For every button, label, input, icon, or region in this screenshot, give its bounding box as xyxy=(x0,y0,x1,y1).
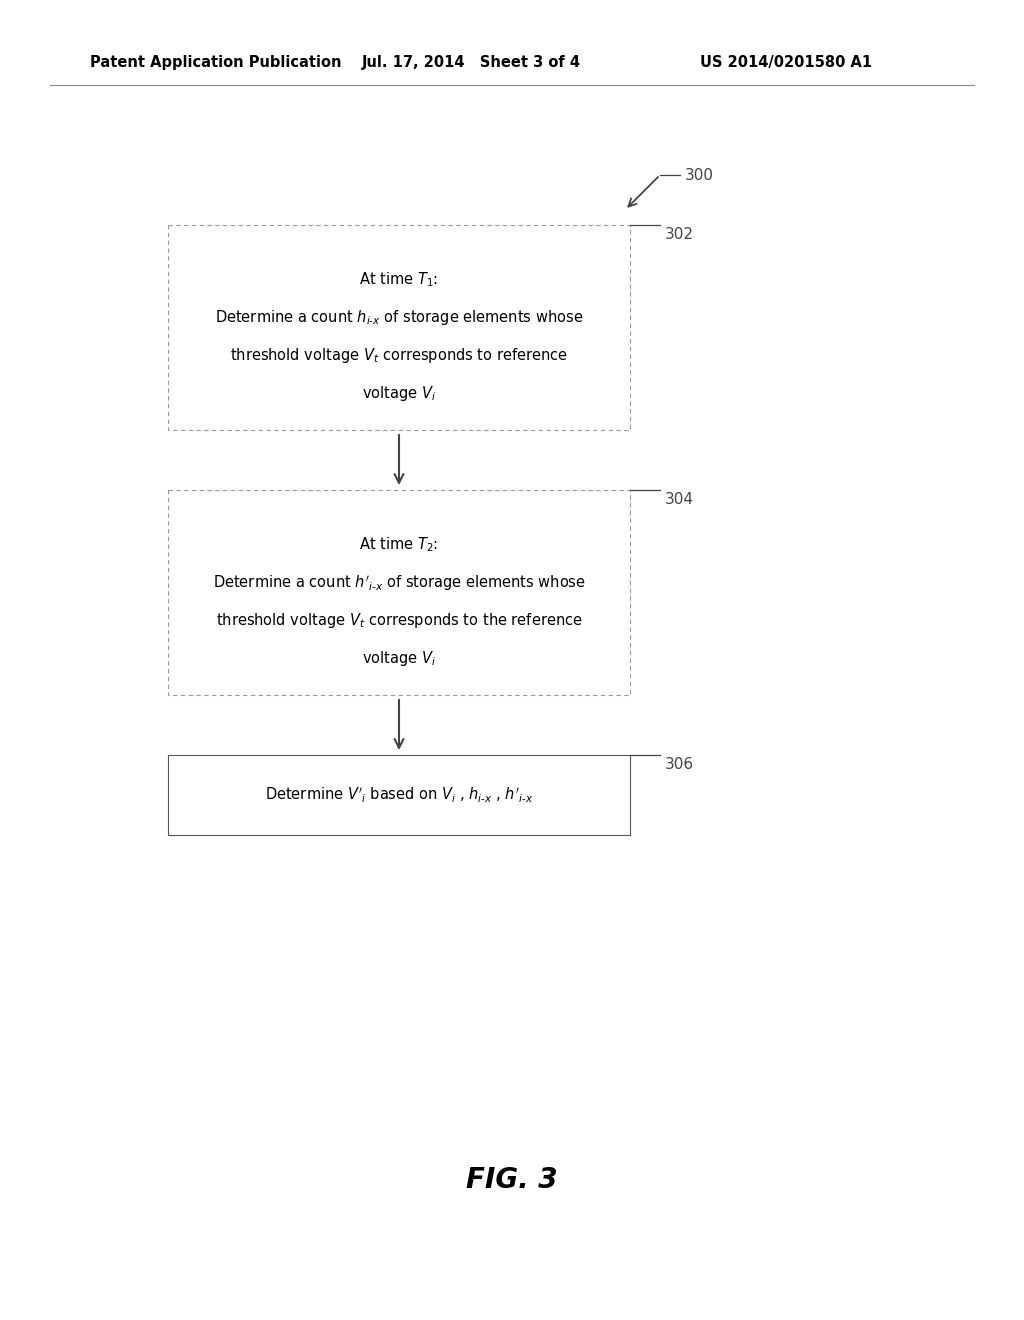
Text: FIG. 3: FIG. 3 xyxy=(466,1166,558,1195)
Text: Determine a count $h_{i\text{-}x}$ of storage elements whose: Determine a count $h_{i\text{-}x}$ of st… xyxy=(215,308,583,327)
Text: At time $T_1$:: At time $T_1$: xyxy=(359,271,438,289)
Text: US 2014/0201580 A1: US 2014/0201580 A1 xyxy=(700,54,872,70)
Text: voltage $V_i$: voltage $V_i$ xyxy=(361,649,436,668)
Text: 300: 300 xyxy=(685,168,714,182)
Text: 302: 302 xyxy=(665,227,694,242)
Text: Jul. 17, 2014   Sheet 3 of 4: Jul. 17, 2014 Sheet 3 of 4 xyxy=(362,54,581,70)
Bar xyxy=(168,224,630,430)
Text: threshold voltage $V_t$ corresponds to the reference: threshold voltage $V_t$ corresponds to t… xyxy=(216,611,583,630)
Text: threshold voltage $V_t$ corresponds to reference: threshold voltage $V_t$ corresponds to r… xyxy=(230,346,568,366)
Text: At time $T_2$:: At time $T_2$: xyxy=(359,535,438,553)
Text: Patent Application Publication: Patent Application Publication xyxy=(90,54,341,70)
Bar xyxy=(168,755,630,836)
Text: 304: 304 xyxy=(665,492,694,507)
Bar xyxy=(168,490,630,696)
Text: Determine $V'_i$ based on $V_i$ , $h_{i\text{-}x}$ , $h'_{i\text{-}x}$: Determine $V'_i$ based on $V_i$ , $h_{i\… xyxy=(265,785,534,805)
Text: voltage $V_i$: voltage $V_i$ xyxy=(361,384,436,403)
Text: Determine a count $h'_{i\text{-}x}$ of storage elements whose: Determine a count $h'_{i\text{-}x}$ of s… xyxy=(213,573,586,593)
Text: 306: 306 xyxy=(665,756,694,772)
